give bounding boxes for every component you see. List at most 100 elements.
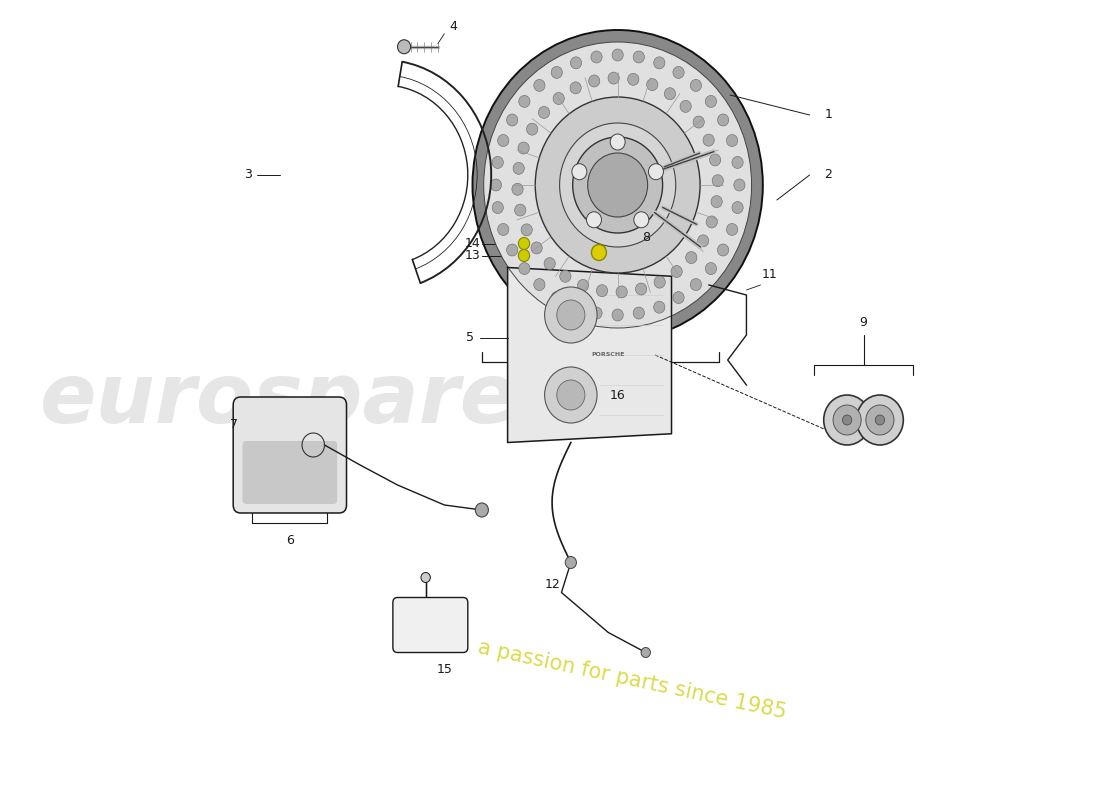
Circle shape xyxy=(833,405,861,435)
Circle shape xyxy=(518,142,529,154)
Circle shape xyxy=(717,114,728,126)
Circle shape xyxy=(857,395,903,445)
Circle shape xyxy=(732,202,744,214)
Text: 15: 15 xyxy=(437,663,452,676)
Text: 8: 8 xyxy=(641,231,650,244)
Circle shape xyxy=(641,647,650,658)
Circle shape xyxy=(536,97,700,273)
Circle shape xyxy=(544,287,597,343)
Circle shape xyxy=(680,100,691,112)
Circle shape xyxy=(726,223,738,235)
Circle shape xyxy=(706,216,717,228)
Circle shape xyxy=(513,162,525,174)
Circle shape xyxy=(664,88,675,100)
Circle shape xyxy=(649,164,663,180)
Text: 11: 11 xyxy=(762,269,778,282)
Text: PORSCHE: PORSCHE xyxy=(592,353,625,358)
Circle shape xyxy=(519,262,530,274)
Circle shape xyxy=(507,114,518,126)
Circle shape xyxy=(653,301,664,313)
Circle shape xyxy=(491,179,502,191)
Circle shape xyxy=(634,51,645,63)
Circle shape xyxy=(591,51,602,63)
Circle shape xyxy=(573,137,662,233)
Circle shape xyxy=(492,157,504,169)
Circle shape xyxy=(703,134,714,146)
Text: eurospares: eurospares xyxy=(41,359,568,441)
Circle shape xyxy=(610,134,625,150)
Circle shape xyxy=(578,279,588,291)
Text: a passion for parts since 1985: a passion for parts since 1985 xyxy=(475,638,788,722)
Circle shape xyxy=(538,106,550,118)
Circle shape xyxy=(557,300,585,330)
Circle shape xyxy=(492,202,504,214)
Circle shape xyxy=(843,415,851,425)
Circle shape xyxy=(628,74,639,86)
Circle shape xyxy=(475,503,488,517)
Circle shape xyxy=(691,79,702,91)
Circle shape xyxy=(551,66,562,78)
Circle shape xyxy=(551,291,562,303)
Text: 5: 5 xyxy=(466,331,474,344)
Circle shape xyxy=(507,244,518,256)
Circle shape xyxy=(647,78,658,90)
Circle shape xyxy=(588,75,600,87)
Circle shape xyxy=(587,153,648,217)
Circle shape xyxy=(515,204,526,216)
Circle shape xyxy=(673,291,684,303)
Circle shape xyxy=(397,40,410,54)
Circle shape xyxy=(712,174,724,186)
Circle shape xyxy=(866,405,894,435)
Circle shape xyxy=(697,235,708,247)
Circle shape xyxy=(634,212,649,228)
Circle shape xyxy=(653,57,664,69)
Text: 4: 4 xyxy=(450,20,458,34)
Circle shape xyxy=(685,251,697,263)
Circle shape xyxy=(484,42,751,328)
Circle shape xyxy=(693,116,704,128)
Circle shape xyxy=(711,196,723,208)
Circle shape xyxy=(732,157,744,169)
Circle shape xyxy=(636,283,647,295)
Circle shape xyxy=(473,30,762,340)
Circle shape xyxy=(571,301,582,313)
Circle shape xyxy=(534,278,544,290)
Circle shape xyxy=(726,134,738,146)
Text: 9: 9 xyxy=(859,317,868,330)
FancyBboxPatch shape xyxy=(393,598,468,653)
Text: 14: 14 xyxy=(464,237,481,250)
Circle shape xyxy=(824,395,870,445)
Circle shape xyxy=(671,266,682,278)
Circle shape xyxy=(518,250,529,262)
Circle shape xyxy=(531,242,542,254)
Text: 12: 12 xyxy=(544,578,560,591)
Circle shape xyxy=(421,573,430,582)
Circle shape xyxy=(673,66,684,78)
Circle shape xyxy=(570,82,581,94)
Circle shape xyxy=(705,95,716,107)
Text: 13: 13 xyxy=(464,249,481,262)
Circle shape xyxy=(565,557,576,569)
Text: 7: 7 xyxy=(230,418,238,431)
Text: 1: 1 xyxy=(825,109,833,122)
Circle shape xyxy=(557,380,585,410)
Text: 3: 3 xyxy=(244,169,252,182)
Text: 2: 2 xyxy=(825,169,833,182)
Circle shape xyxy=(544,367,597,423)
Circle shape xyxy=(717,244,728,256)
Circle shape xyxy=(518,238,529,250)
Circle shape xyxy=(527,123,538,135)
Circle shape xyxy=(586,212,602,228)
Circle shape xyxy=(497,134,509,146)
Circle shape xyxy=(710,154,720,166)
Circle shape xyxy=(512,183,524,195)
Circle shape xyxy=(592,245,606,261)
Circle shape xyxy=(596,285,607,297)
Circle shape xyxy=(876,415,884,425)
Circle shape xyxy=(560,270,571,282)
Circle shape xyxy=(634,307,645,319)
Circle shape xyxy=(544,258,556,270)
Circle shape xyxy=(734,179,745,191)
Circle shape xyxy=(571,57,582,69)
Circle shape xyxy=(534,79,544,91)
